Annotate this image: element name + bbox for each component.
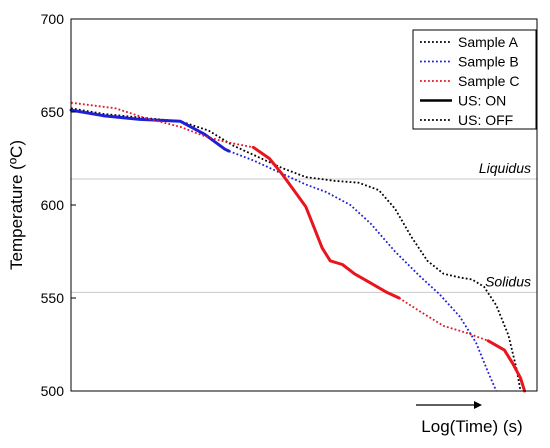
series-sample-a-segment-0 [70, 107, 522, 392]
reference-lines: Liquidus Solidus [71, 160, 537, 293]
legend-items: Sample A Sample B Sample C US: ON US: OFF [420, 34, 519, 128]
series-sample-c-segment-2 [398, 297, 489, 342]
x-axis-arrow [416, 401, 482, 409]
legend-label-us-off: US: OFF [458, 112, 513, 128]
y-tick-label-600: 600 [41, 197, 65, 213]
legend: Sample A Sample B Sample C US: ON US: OFF [412, 29, 537, 130]
y-tick-label-700: 700 [41, 11, 65, 27]
series-sample-c-segment-1 [251, 145, 401, 300]
series-sample-c-segment-3 [486, 339, 527, 393]
y-ticks: 500 550 600 650 700 [41, 11, 76, 399]
series-sample-b-segment-0 [69, 108, 231, 153]
legend-label-us-on: US: ON [458, 93, 506, 109]
legend-label-sample-c: Sample C [458, 73, 519, 89]
ref-label-solidus: Solidus [485, 273, 531, 289]
ref-label-liquidus: Liquidus [479, 160, 531, 176]
series-sample-c-segment-0 [70, 101, 254, 149]
y-tick-label-500: 500 [41, 383, 65, 399]
legend-label-sample-a: Sample A [458, 34, 519, 50]
legend-label-sample-b: Sample B [458, 54, 519, 70]
y-tick-label-550: 550 [41, 290, 65, 306]
series-sample-b-segment-1 [228, 150, 498, 392]
y-axis-title: Temperature (ºC) [7, 140, 26, 270]
x-axis-title: Log(Time) (s) [421, 417, 522, 436]
series-layer [69, 101, 527, 393]
y-tick-label-650: 650 [41, 104, 65, 120]
legend-box [412, 29, 537, 130]
